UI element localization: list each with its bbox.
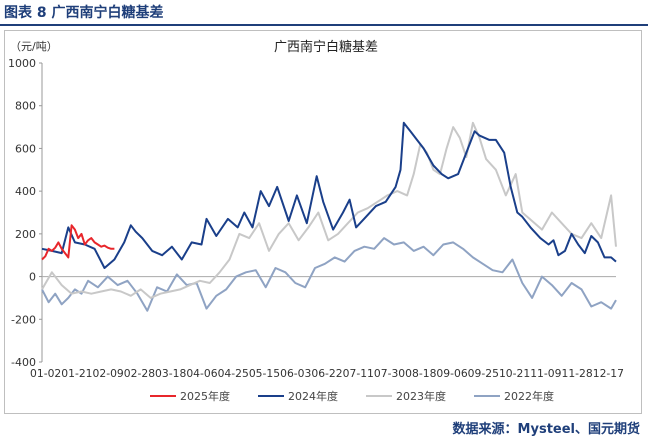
legend-label: 2025年度 xyxy=(180,389,230,403)
axes xyxy=(41,63,616,362)
x-tick-label: 12-17 xyxy=(593,367,624,380)
x-tick-label: 07-11 xyxy=(343,367,374,380)
x-tick-label: 05-15 xyxy=(249,367,280,380)
chart-title: 广西南宁白糖基差 xyxy=(274,39,378,55)
series-lines xyxy=(41,121,617,312)
figure-caption: 图表 8 广西南宁白糖基差 xyxy=(4,5,164,21)
caption-underline xyxy=(0,24,648,26)
y-tick-label: 600 xyxy=(15,142,36,155)
x-tick-label: 06-03 xyxy=(280,367,311,380)
x-tick-label: 07-30 xyxy=(374,367,405,380)
data-source-note: 数据来源：Mysteel、国元期货 xyxy=(452,422,640,437)
x-tick-label: 04-06 xyxy=(186,367,217,380)
x-tick-label: 06-22 xyxy=(311,367,342,380)
y-tick-label: -200 xyxy=(11,313,36,326)
legend-label: 2022年度 xyxy=(504,389,554,403)
y-tick-label: 200 xyxy=(15,228,36,241)
x-tick-label: 01-21 xyxy=(61,367,92,380)
series-line-2023年度 xyxy=(41,121,617,299)
x-tick-label: 09-25 xyxy=(468,367,499,380)
x-axis-ticks: 01-02 01-21 02-09 02-28 03-18 04-06 04-25 05-15… xyxy=(30,367,624,380)
x-tick-label: 09-06 xyxy=(436,367,467,380)
x-tick-label: 03-18 xyxy=(155,367,186,380)
series-line-2022年度 xyxy=(41,237,617,312)
x-tick-label: 08-18 xyxy=(405,367,436,380)
y-axis-ticks: -400 -200 0 200 400 600 800 1000 xyxy=(8,57,42,369)
x-tick-label: 02-09 xyxy=(93,367,124,380)
y-tick-label: 400 xyxy=(15,185,36,198)
y-tick-label: 800 xyxy=(15,100,36,113)
legend: 2025年度 2024年度 2023年度 2022年度 xyxy=(150,389,554,403)
series-line-2025年度 xyxy=(41,224,115,261)
y-tick-label: 0 xyxy=(29,271,36,284)
legend-label: 2023年度 xyxy=(396,389,446,403)
chart-frame xyxy=(4,30,642,414)
x-tick-label: 04-25 xyxy=(218,367,249,380)
y-axis-unit-label: （元/吨） xyxy=(10,40,58,53)
x-tick-label: 11-09 xyxy=(530,367,561,380)
y-tick-label: -400 xyxy=(11,356,36,369)
y-tick-label: 1000 xyxy=(8,57,36,70)
series-line-2024年度 xyxy=(41,121,617,269)
x-tick-label: 01-02 xyxy=(30,367,61,380)
legend-label: 2024年度 xyxy=(288,389,338,403)
x-tick-label: 10-21 xyxy=(499,367,530,380)
x-tick-label: 02-28 xyxy=(124,367,155,380)
x-tick-label: 11-28 xyxy=(561,367,592,380)
